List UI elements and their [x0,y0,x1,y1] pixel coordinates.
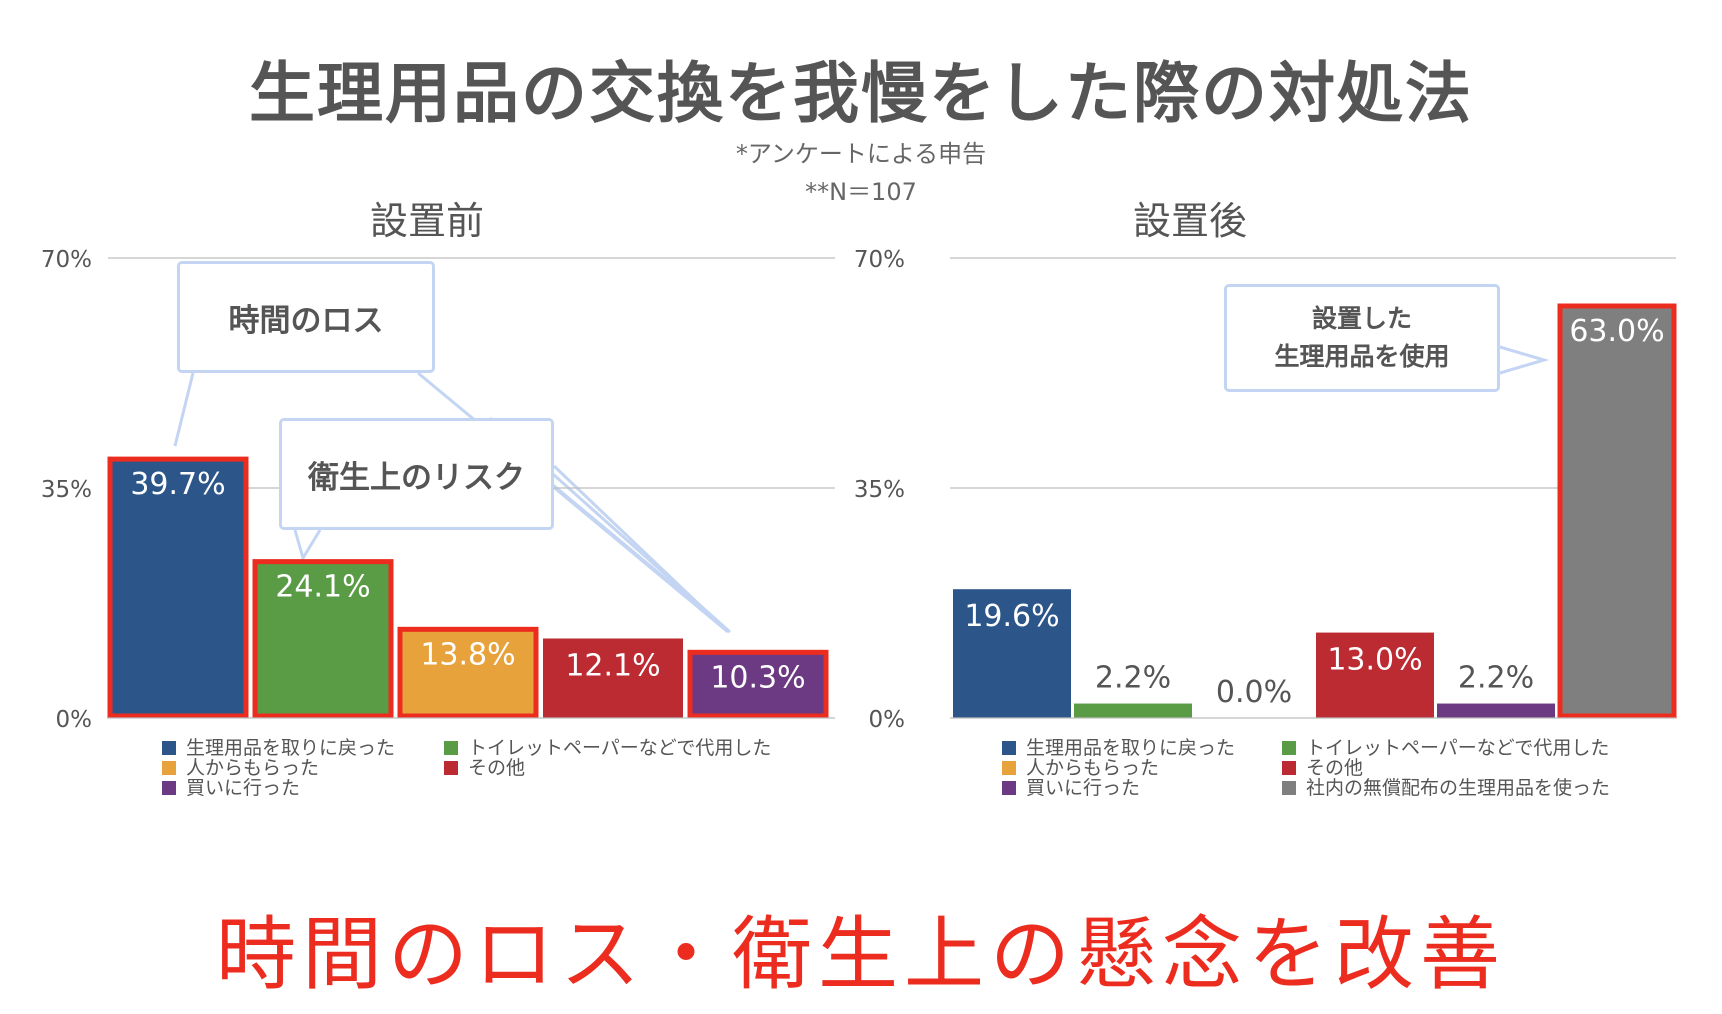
y-tick-label: 0% [869,707,906,733]
legend-swatch [162,761,176,775]
bar-highlight-frame [107,456,249,719]
bar-highlight-frame [252,559,394,719]
main-title: 生理用品の交換を我慢をした際の対処法 [249,55,1473,132]
legend-label: トイレットペーパーなどで代用した [1306,737,1610,759]
bar-highlight-frame [687,649,829,719]
data-label: 63.0% [1569,314,1664,349]
legend-label: 生理用品を取りに戻った [1026,737,1236,759]
legend-label: トイレットペーパーなどで代用した [468,737,772,759]
note-survey: *アンケートによる申告 [735,140,987,168]
data-label: 12.1% [565,648,660,683]
legend-item: その他 [1282,758,1610,778]
chart-title-before: 設置前 [369,199,484,243]
bar-highlight-frame [1557,303,1677,719]
legend-swatch [444,741,458,755]
legend-item: 買いに行った [1002,778,1235,798]
bar [953,589,1071,718]
bar [543,638,683,718]
callout-used-installed: 設置した 生理用品を使用 [1224,284,1500,392]
legend-item: 人からもらった [1002,758,1235,778]
data-label: 13.0% [1327,643,1422,678]
bar-highlight-frame [397,626,539,719]
legend-label: 生理用品を取りに戻った [186,737,396,759]
conclusion-text: 時間のロス・衛生上の懸念を改善 [216,908,1506,1001]
legend-swatch [162,741,176,755]
callout-hygiene-risk: 衛生上のリスク [279,418,554,530]
bar [108,457,248,718]
bar [398,627,538,718]
callout-tail [173,372,195,447]
legend-swatch [1282,741,1296,755]
legend-label: その他 [1306,757,1364,779]
legend-label: 人からもらった [186,757,320,779]
legend-item: その他 [444,758,771,778]
legend-swatch [1282,761,1296,775]
data-label: 10.3% [710,660,805,695]
legend-item: トイレットペーパーなどで代用した [1282,738,1610,758]
legend-label: 社内の無償配布の生理用品を使った [1306,777,1611,799]
legend-item: 生理用品を取りに戻った [162,738,395,758]
data-label: 2.2% [1458,661,1534,696]
bar [1074,703,1192,718]
legend-label: 買いに行った [186,777,301,799]
legend-item: トイレットペーパーなどで代用した [444,738,771,758]
legend-swatch [1002,781,1016,795]
bar [1558,304,1676,718]
y-tick-label: 35% [41,477,92,503]
data-label: 0.0% [1216,675,1292,710]
y-tick-label: 35% [854,477,905,503]
y-tick-label: 70% [854,247,905,273]
chart-title-after: 設置後 [1132,199,1247,243]
callout-tail [544,464,730,634]
legend-swatch [1002,741,1016,755]
legend-item: 生理用品を取りに戻った [1002,738,1235,758]
callout-used-installed-line1: 設置した [1311,304,1412,333]
legend-label: 買いに行った [1026,777,1141,799]
note-sample-size: **N＝107 [805,178,917,206]
data-label: 2.2% [1095,661,1171,696]
y-tick-label: 70% [41,247,92,273]
legend-item: 人からもらった [162,758,395,778]
data-label: 13.8% [420,637,515,672]
legend-label: 人からもらった [1026,757,1160,779]
legend-swatch [1002,761,1016,775]
bar [688,650,828,718]
callout-used-installed-line2: 生理用品を使用 [1274,342,1450,371]
legend-swatch [162,781,176,795]
legend-item: 買いに行った [162,778,395,798]
bar [253,559,393,718]
callout-tail [1499,345,1550,375]
data-label: 24.1% [275,570,370,605]
legend-swatch [444,761,458,775]
data-label: 39.7% [130,467,225,502]
bar [1316,632,1434,718]
y-tick-label: 0% [56,707,93,733]
callout-tail [293,529,322,562]
data-label: 19.6% [964,599,1059,634]
legend-swatch [1282,781,1296,795]
legend-item: 社内の無償配布の生理用品を使った [1282,778,1610,798]
bar [1437,703,1555,718]
legend-label: その他 [468,757,526,779]
callout-time-loss: 時間のロス [177,261,435,373]
